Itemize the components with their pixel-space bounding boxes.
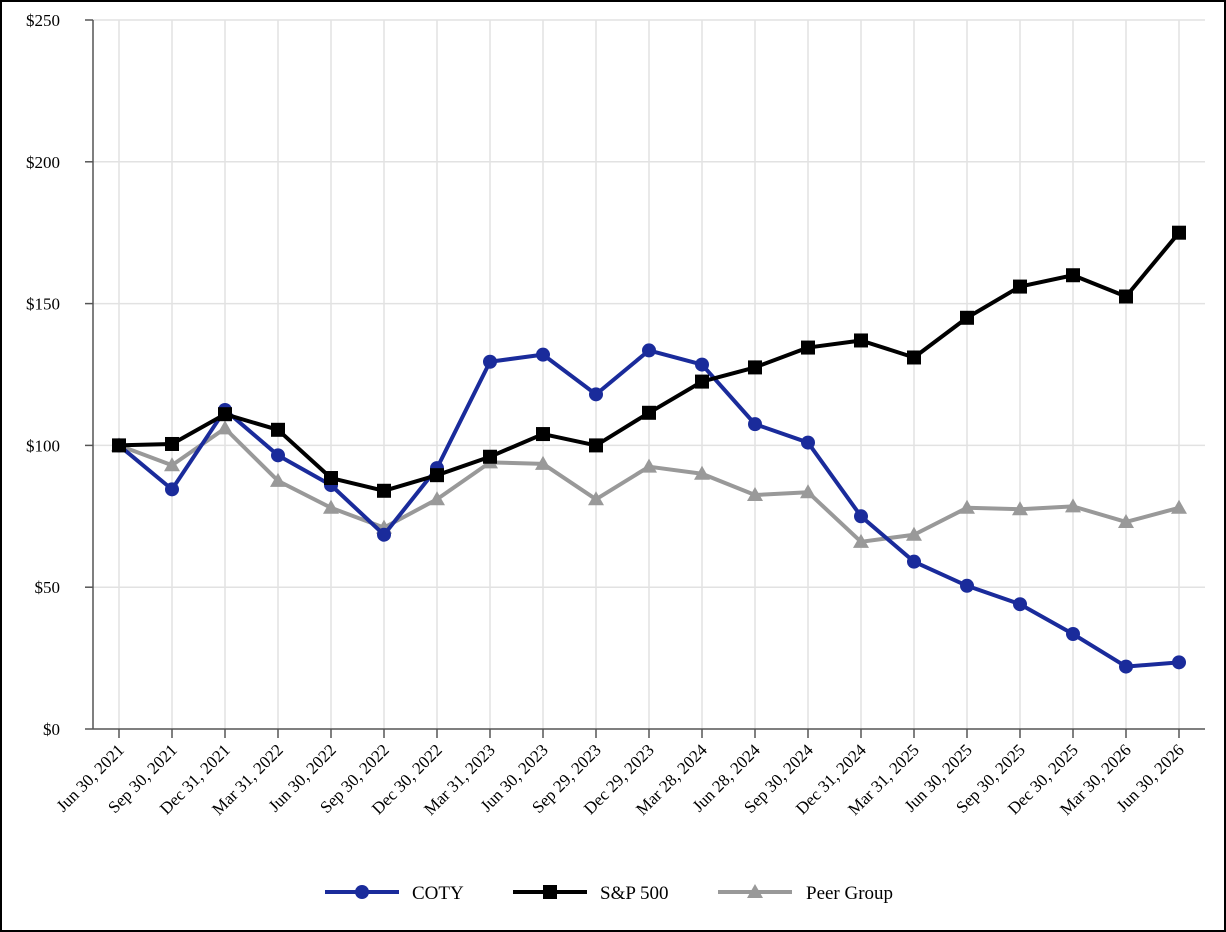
data-point-s-p-500 (112, 438, 126, 453)
data-point-s-p-500 (907, 350, 921, 365)
data-point-s-p-500 (801, 340, 815, 355)
data-point-s-p-500 (536, 427, 550, 442)
legend: COTY S&P 500 Peer Group (325, 883, 893, 904)
data-point-coty (801, 435, 815, 450)
data-point-s-p-500 (483, 449, 497, 464)
gridlines (93, 19, 1205, 729)
data-point-s-p-500 (1013, 279, 1027, 294)
data-point-s-p-500 (854, 333, 868, 348)
data-point-coty (1119, 659, 1133, 674)
data-point-s-p-500 (1066, 268, 1080, 283)
y-axis-ticks: $0 $50 $100 $150 $200 $250 (26, 11, 93, 739)
data-point-peer-group (217, 420, 233, 435)
data-point-coty (165, 482, 179, 497)
legend-label-peer-group: Peer Group (806, 883, 893, 904)
data-point-peer-group (588, 491, 604, 506)
data-point-s-p-500 (1119, 289, 1133, 304)
data-point-coty (377, 527, 391, 542)
data-point-s-p-500 (165, 436, 179, 451)
data-point-peer-group (1171, 499, 1187, 514)
data-point-peer-group (1118, 513, 1134, 528)
data-point-peer-group (1012, 501, 1028, 516)
data-point-peer-group (853, 533, 869, 548)
legend-marker-peer-group (747, 884, 763, 898)
legend-label-coty: COTY (412, 883, 464, 904)
series-layer (111, 225, 1187, 674)
data-point-peer-group (959, 499, 975, 514)
legend-label-s-p-500: S&P 500 (600, 883, 668, 904)
data-point-s-p-500 (377, 483, 391, 498)
data-point-peer-group (1065, 498, 1081, 513)
data-point-coty (642, 343, 656, 358)
data-point-coty (1172, 655, 1186, 670)
data-point-peer-group (641, 458, 657, 473)
data-point-s-p-500 (960, 310, 974, 325)
data-point-peer-group (800, 484, 816, 499)
data-point-peer-group (164, 457, 180, 472)
data-point-coty (1066, 626, 1080, 641)
data-point-s-p-500 (1172, 225, 1186, 240)
data-point-coty (483, 354, 497, 369)
y-tick-label: $0 (43, 720, 60, 739)
data-point-coty (854, 509, 868, 524)
series-s-p-500 (112, 225, 1186, 498)
data-point-peer-group (906, 526, 922, 541)
data-point-coty (589, 387, 603, 402)
data-point-coty (907, 554, 921, 569)
data-point-peer-group (323, 499, 339, 514)
data-point-peer-group (694, 465, 710, 480)
legend-item-coty: COTY (325, 883, 464, 904)
data-point-coty (1013, 597, 1027, 612)
data-point-peer-group (747, 487, 763, 502)
data-point-coty (748, 417, 762, 432)
y-tick-label: $100 (26, 436, 60, 455)
legend-item-peer-group: Peer Group (718, 883, 893, 904)
data-point-s-p-500 (324, 471, 338, 486)
data-point-s-p-500 (642, 405, 656, 420)
data-point-coty (536, 347, 550, 362)
legend-marker-coty (355, 885, 369, 899)
data-point-peer-group (270, 472, 286, 487)
data-point-s-p-500 (430, 468, 444, 483)
series-coty (112, 343, 1186, 674)
data-point-peer-group (429, 491, 445, 506)
legend-item-s-p-500: S&P 500 (513, 883, 668, 904)
data-point-s-p-500 (271, 422, 285, 437)
data-point-coty (271, 448, 285, 463)
y-tick-label: $50 (35, 578, 61, 597)
data-point-s-p-500 (589, 438, 603, 453)
data-point-s-p-500 (695, 374, 709, 389)
y-tick-label: $250 (26, 11, 60, 30)
data-point-coty (695, 357, 709, 372)
legend-marker-s-p-500 (543, 885, 557, 899)
data-point-s-p-500 (218, 407, 232, 422)
series-peer-group (111, 420, 1187, 548)
y-tick-label: $200 (26, 153, 60, 172)
y-tick-label: $150 (26, 295, 60, 314)
data-point-peer-group (535, 455, 551, 470)
data-point-coty (960, 578, 974, 593)
data-point-s-p-500 (748, 360, 762, 375)
